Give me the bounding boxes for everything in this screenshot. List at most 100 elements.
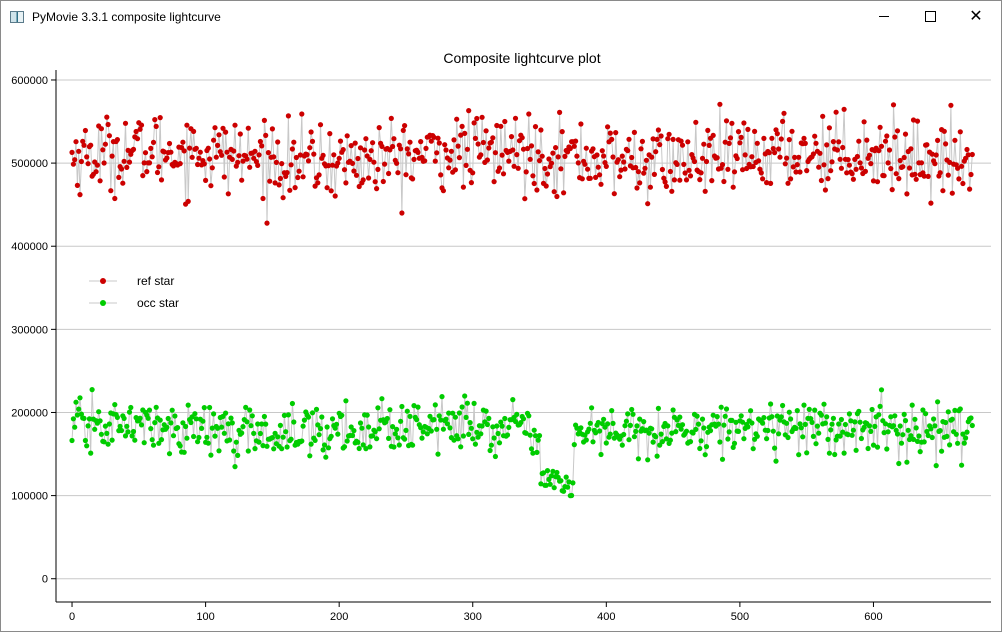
ref-star-point bbox=[554, 193, 560, 200]
ref-star-point bbox=[853, 166, 859, 172]
ref-star-point bbox=[621, 159, 627, 165]
occ-star-point bbox=[563, 474, 569, 480]
occ-star-point bbox=[723, 406, 730, 412]
ref-star-point bbox=[833, 109, 839, 115]
ref-star-point bbox=[224, 149, 230, 155]
legend-occ-label: occ star bbox=[137, 296, 179, 310]
occ-star-point bbox=[913, 425, 919, 431]
minimize-button[interactable] bbox=[861, 1, 907, 32]
ref-star-point bbox=[442, 142, 448, 148]
x-tick-label: 600 bbox=[864, 611, 882, 623]
legend[interactable]: ref star occ star bbox=[89, 274, 179, 310]
ref-star-point bbox=[367, 156, 373, 162]
ref-star-point bbox=[829, 159, 835, 165]
close-button[interactable]: ✕ bbox=[953, 1, 999, 32]
occ-star-point bbox=[512, 418, 519, 425]
ref-star-point bbox=[622, 166, 628, 172]
occ-star-point bbox=[865, 445, 871, 452]
occ-star-point bbox=[587, 420, 593, 426]
ref-star-point bbox=[677, 177, 683, 183]
ref-star-point bbox=[575, 160, 581, 166]
ref-star-point bbox=[122, 120, 129, 126]
ref-star-point bbox=[629, 154, 635, 161]
ref-star-point bbox=[893, 171, 899, 177]
ref-star-point bbox=[121, 158, 127, 164]
ref-star-point bbox=[403, 172, 409, 178]
occ-star-point bbox=[349, 432, 356, 439]
occ-star-point bbox=[471, 400, 477, 406]
occ-star-point bbox=[821, 401, 827, 407]
occ-star-point bbox=[229, 420, 235, 426]
ref-star-point bbox=[438, 172, 444, 178]
occ-star-point bbox=[428, 428, 434, 434]
ref-star-point bbox=[761, 135, 767, 141]
ref-star-point bbox=[878, 143, 885, 149]
ref-star-point bbox=[910, 117, 917, 123]
ref-star-point bbox=[229, 156, 235, 162]
ref-star-point bbox=[407, 139, 413, 145]
occ-star-point bbox=[561, 488, 567, 494]
plot-widget[interactable]: Composite lightcurve plot 0 100000 200000 3… bbox=[1, 32, 1001, 631]
ref-star-point bbox=[943, 141, 949, 147]
occ-star-point bbox=[848, 418, 854, 424]
ref-star-point bbox=[590, 146, 596, 152]
occ-star-point bbox=[856, 408, 862, 414]
occ-star-point bbox=[98, 431, 104, 437]
occ-star-point bbox=[355, 439, 361, 445]
occ-star-point bbox=[828, 427, 834, 433]
occ-star-point bbox=[261, 413, 267, 420]
occ-star-point bbox=[510, 397, 516, 403]
ref-star-point bbox=[329, 162, 336, 168]
title-bar[interactable]: PyMovie 3.3.1 composite lightcurve ✕ bbox=[1, 1, 1001, 32]
occ-star-point bbox=[458, 444, 464, 450]
ref-star-point bbox=[205, 145, 211, 151]
maximize-button[interactable] bbox=[907, 1, 953, 32]
ref-star-point bbox=[543, 183, 549, 189]
ref-star-point bbox=[511, 163, 517, 169]
ref-star-point bbox=[285, 113, 291, 119]
occ-star-point bbox=[786, 409, 792, 415]
ref-star-point bbox=[156, 164, 162, 170]
ref-star-point bbox=[598, 181, 604, 187]
ref-star-point bbox=[824, 142, 830, 148]
occ-star-point bbox=[169, 407, 175, 413]
occ-star-point bbox=[735, 428, 742, 434]
occ-star-point bbox=[247, 407, 253, 413]
ref-star-point bbox=[730, 184, 736, 190]
ref-star-point bbox=[838, 165, 845, 171]
occ-star-point bbox=[235, 452, 241, 458]
ref-star-point bbox=[603, 163, 609, 169]
occ-star-point bbox=[495, 430, 501, 437]
occ-star-point bbox=[949, 416, 955, 422]
occ-star-point bbox=[909, 402, 915, 408]
ref-star-point bbox=[484, 157, 490, 163]
ref-star-point bbox=[211, 137, 217, 143]
ref-star-point bbox=[498, 123, 504, 129]
ref-star-point bbox=[305, 158, 312, 164]
occ-star-point bbox=[438, 417, 444, 423]
occ-star-point bbox=[227, 437, 233, 443]
ref-star-point bbox=[693, 119, 699, 125]
ref-star-point bbox=[866, 152, 873, 158]
occ-star-point bbox=[693, 426, 699, 432]
occ-star-point bbox=[912, 416, 918, 422]
occ-star-point bbox=[778, 414, 784, 420]
x-tick-label: 500 bbox=[731, 611, 749, 623]
ref-star-point bbox=[344, 133, 350, 139]
ref-star-point bbox=[265, 150, 271, 156]
ref-star-point bbox=[77, 192, 83, 198]
ref-star-point bbox=[527, 156, 533, 162]
ref-star-point bbox=[846, 162, 853, 168]
ref-star-point bbox=[343, 180, 349, 186]
ref-star-point bbox=[80, 138, 86, 144]
occ-star-point bbox=[733, 419, 739, 425]
occ-star-point bbox=[391, 444, 397, 450]
lightcurve-chart[interactable]: Composite lightcurve plot 0 100000 200000 3… bbox=[1, 32, 1001, 631]
ref-star-point bbox=[822, 187, 829, 193]
occ-star-point bbox=[953, 431, 959, 437]
ref-star-point bbox=[792, 154, 798, 160]
ref-star-point bbox=[705, 127, 711, 133]
occ-star-point bbox=[468, 425, 474, 431]
ref-star-point bbox=[284, 170, 290, 176]
occ-star-point bbox=[414, 417, 420, 423]
